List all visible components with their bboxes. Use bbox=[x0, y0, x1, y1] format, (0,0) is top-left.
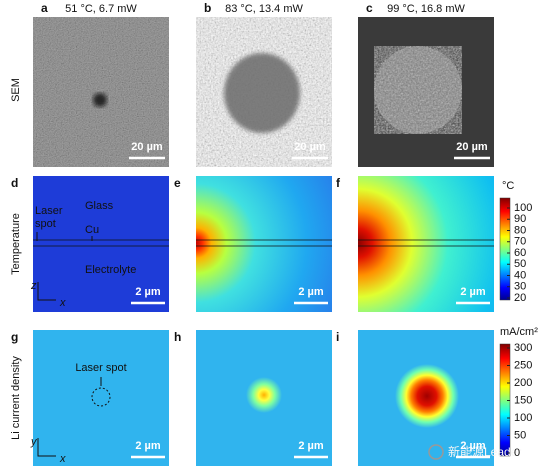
scale-bar-label: 2 µm bbox=[460, 286, 486, 298]
axis-label: x bbox=[59, 297, 66, 309]
annotation: Electrolyte bbox=[85, 264, 136, 276]
current-i bbox=[358, 330, 494, 466]
annotation: Laser spot bbox=[75, 362, 126, 374]
colorbar-tick-label: 150 bbox=[514, 394, 532, 406]
current-g bbox=[33, 330, 169, 466]
current-h bbox=[196, 330, 332, 466]
colorbar bbox=[499, 197, 511, 301]
annotation: Cu bbox=[85, 224, 99, 236]
watermark: 新能源Leader bbox=[428, 444, 521, 460]
scale-bar-label: 20 µm bbox=[294, 141, 326, 153]
panel-title: 51 °C, 6.7 mW bbox=[65, 3, 137, 15]
panel-letter: a bbox=[41, 1, 48, 15]
colorbar-tick-label: 250 bbox=[514, 359, 532, 371]
colorbar-tick-label: 70 bbox=[514, 236, 526, 248]
colorbar-tick-label: 40 bbox=[514, 269, 526, 281]
axis-label: x bbox=[59, 453, 66, 465]
annotation: Laser bbox=[35, 205, 63, 217]
temperature-e bbox=[196, 176, 332, 312]
scale-bar-label: 2 µm bbox=[298, 440, 324, 452]
sem-a bbox=[33, 17, 169, 167]
colorbar-unit: mA/cm² bbox=[500, 326, 538, 338]
colorbar-tick-label: 100 bbox=[514, 412, 532, 424]
scale-bar-label: 2 µm bbox=[135, 440, 161, 452]
row-label: Temperature bbox=[10, 213, 22, 275]
temperature-f bbox=[358, 176, 494, 312]
panel-title: 99 °C, 16.8 mW bbox=[387, 3, 465, 15]
colorbar-tick-label: 20 bbox=[514, 292, 526, 304]
annotation: Glass bbox=[85, 200, 114, 212]
scale-bar-label: 2 µm bbox=[298, 286, 324, 298]
temperature-d bbox=[33, 176, 169, 312]
colorbar-tick-label: 50 bbox=[514, 429, 526, 441]
axis-label: y bbox=[30, 436, 38, 448]
sem-b bbox=[196, 17, 332, 167]
colorbar-tick-label: 80 bbox=[514, 224, 526, 236]
colorbar-tick-label: 0 bbox=[514, 447, 520, 459]
scale-bar-label: 2 µm bbox=[460, 440, 486, 452]
panel-letter: c bbox=[366, 1, 373, 15]
row-label: Li current density bbox=[10, 356, 22, 440]
panel-letter: g bbox=[11, 330, 18, 344]
colorbar-tick-label: 300 bbox=[514, 342, 532, 354]
panel-letter: d bbox=[11, 176, 18, 190]
colorbar-tick-label: 200 bbox=[514, 377, 532, 389]
panel-letter: h bbox=[174, 330, 181, 344]
panel-letter: b bbox=[204, 1, 211, 15]
colorbar-tick-label: 50 bbox=[514, 258, 526, 270]
sem-c bbox=[358, 17, 494, 167]
colorbar-tick-label: 90 bbox=[514, 213, 526, 225]
annotation: spot bbox=[35, 218, 56, 230]
watermark-text: 新能源Leader bbox=[448, 444, 521, 459]
scale-bar-label: 20 µm bbox=[456, 141, 488, 153]
axis-label: z bbox=[30, 280, 37, 292]
scale-bar-label: 2 µm bbox=[135, 286, 161, 298]
panel-letter: e bbox=[174, 176, 181, 190]
colorbar-tick-label: 30 bbox=[514, 281, 526, 293]
panel-letter: i bbox=[336, 330, 339, 344]
axis-glyph bbox=[37, 282, 56, 457]
colorbar-tick-label: 100 bbox=[514, 202, 532, 214]
colorbar-unit: °C bbox=[502, 180, 514, 192]
colorbar-tick-label: 60 bbox=[514, 247, 526, 259]
scale-bar-label: 20 µm bbox=[131, 141, 163, 153]
panel-title: 83 °C, 13.4 mW bbox=[225, 3, 303, 15]
panel-letter: f bbox=[336, 176, 341, 190]
row-label: SEM bbox=[10, 78, 22, 102]
